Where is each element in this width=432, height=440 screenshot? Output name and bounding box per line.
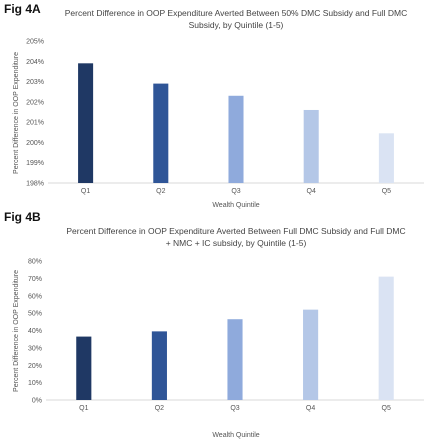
chart-4b-bar-q2 [151, 331, 167, 400]
chart-4a-xtick-label: Q3 [231, 188, 240, 195]
chart-4a-ylabel: Percent Difference in OOP Expenditure [13, 52, 20, 174]
chart-4b-ytick-label: 80% [28, 259, 42, 266]
chart-4a-xtick-label: Q2 [156, 188, 165, 195]
chart-4a-bar-q2 [153, 83, 169, 183]
chart-4a-bar-q1 [78, 63, 94, 183]
chart-4a-ytick-label: 203% [26, 79, 44, 86]
chart-4b-title: Percent Difference in OOP Expenditure Av… [66, 226, 405, 236]
chart-4b-ytick-label: 60% [28, 293, 42, 300]
chart-4b-ytick-label: 40% [28, 328, 42, 335]
chart-4a-ytick-label: 200% [26, 140, 44, 147]
chart-4b-bar-q4 [303, 309, 319, 400]
chart-4b-xtick-label: Q2 [155, 405, 164, 412]
chart-4a-title: Percent Difference in OOP Expenditure Av… [65, 8, 408, 18]
chart-4b-ytick-label: 30% [28, 345, 42, 352]
chart-4b-ytick-label: 20% [28, 363, 42, 370]
figure-label-4b: Fig 4B [4, 210, 41, 224]
chart-4b-subtitle: + NMC + IC subsidy, by Quintile (1-5) [166, 238, 307, 248]
chart-4a: Percent Difference in OOP Expenditure Av… [13, 8, 424, 209]
chart-4a-subtitle: Subsidy, by Quintile (1-5) [189, 20, 284, 30]
chart-4a-ytick-label: 201% [26, 120, 44, 127]
chart-4a-xlabel: Wealth Quintile [212, 202, 259, 209]
chart-4a-bar-q4 [303, 109, 319, 183]
chart-4b-bar-q5 [378, 276, 394, 400]
chart-4b-ytick-label: 0% [32, 398, 42, 405]
chart-4b-xtick-label: Q1 [79, 405, 88, 412]
chart-4a-xtick-label: Q4 [307, 188, 316, 195]
chart-4a-xtick-label: Q5 [382, 188, 391, 195]
chart-4a-ytick-label: 199% [26, 160, 44, 167]
chart-4b-xtick-label: Q3 [230, 405, 239, 412]
chart-4b-ylabel: Percent Difference in OOP Expenditure [13, 270, 20, 392]
chart-4b-xlabel: Wealth Quintile [212, 432, 259, 439]
chart-4b-xtick-label: Q5 [382, 405, 391, 412]
chart-4a-ytick-label: 202% [26, 99, 44, 106]
chart-4a-ytick-label: 204% [26, 59, 44, 66]
chart-4b-ytick-label: 10% [28, 380, 42, 387]
figure-label-4a: Fig 4A [4, 2, 41, 16]
chart-4b: Percent Difference in OOP Expenditure Av… [13, 226, 424, 439]
chart-4b-xtick-label: Q4 [306, 405, 315, 412]
chart-4b-ytick-label: 70% [28, 276, 42, 283]
chart-4a-ytick-label: 205% [26, 39, 44, 46]
chart-4a-ytick-label: 198% [26, 181, 44, 188]
chart-4b-ytick-label: 50% [28, 311, 42, 318]
chart-4b-bar-q1 [76, 336, 92, 400]
chart-4a-xtick-label: Q1 [81, 188, 90, 195]
chart-4b-bar-q3 [227, 319, 243, 400]
chart-4a-bar-q5 [378, 133, 394, 183]
chart-4a-bar-q3 [228, 95, 244, 183]
